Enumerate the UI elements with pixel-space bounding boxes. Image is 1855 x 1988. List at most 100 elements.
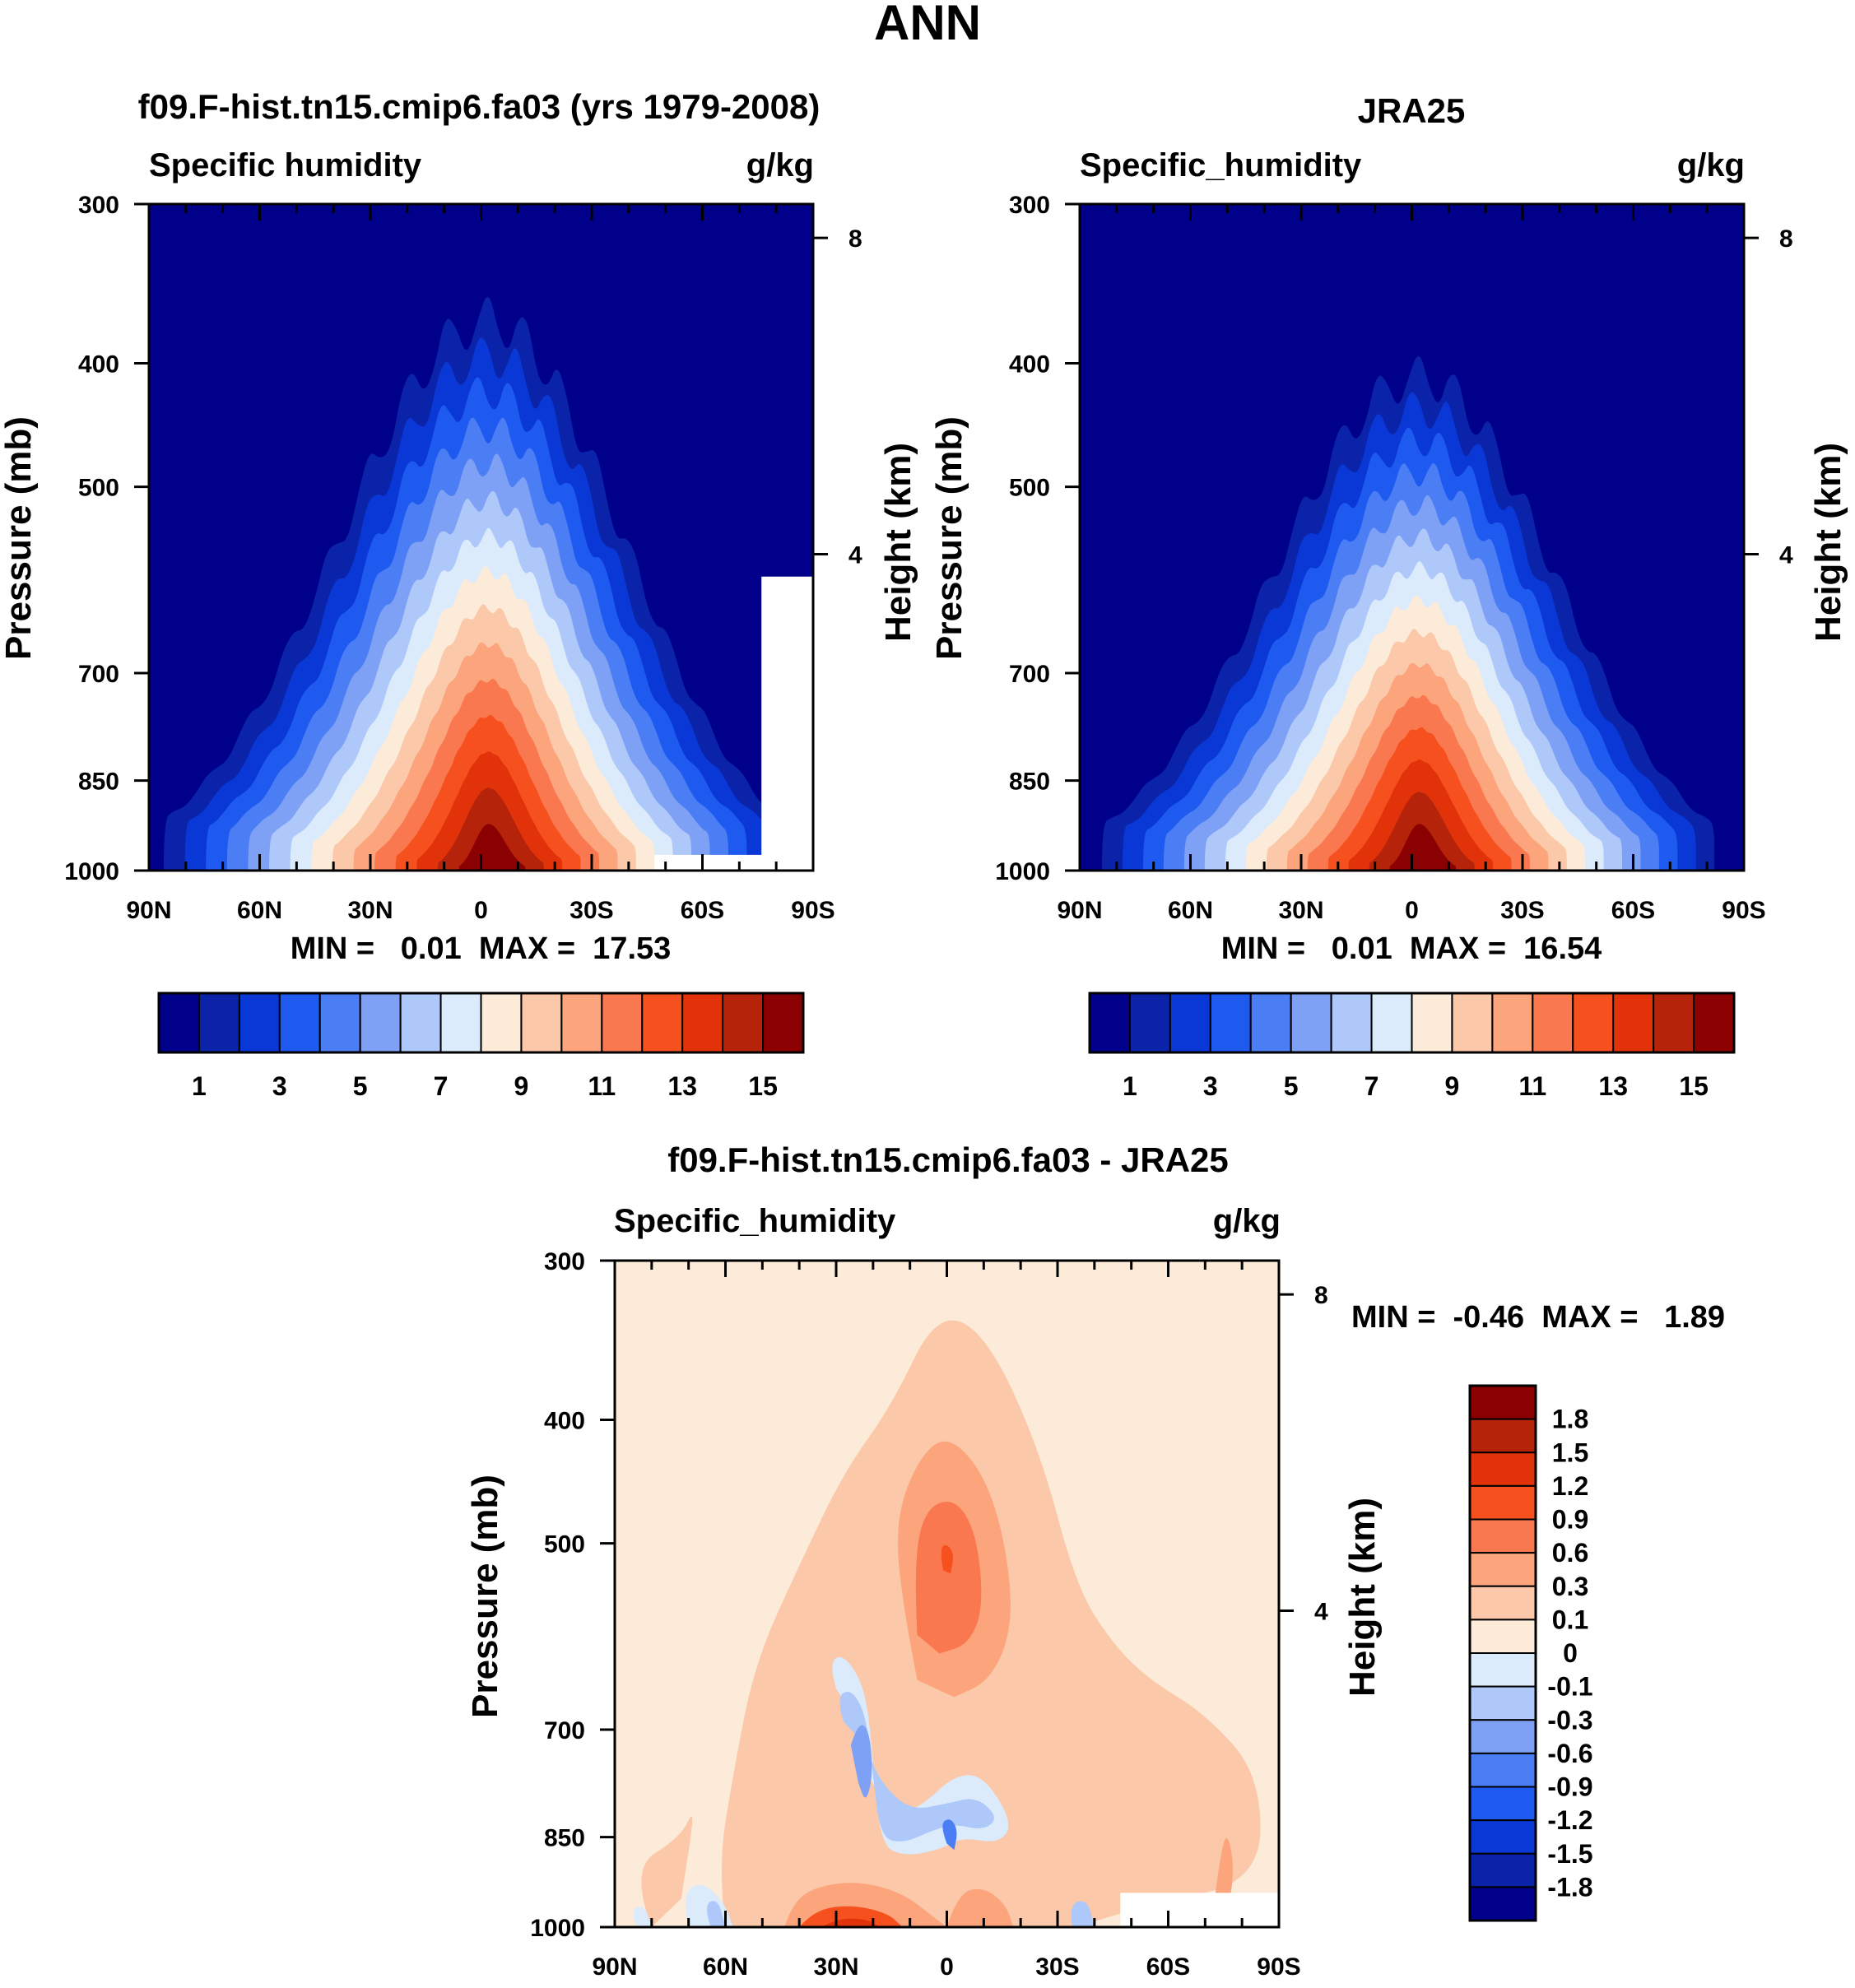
panel-model-title: f09.F-hist.tn15.cmip6.fa03 (yrs 1979-200… [138,87,821,126]
y-tick-label: 400 [78,351,119,379]
colorbar-swatch [399,992,442,1053]
x-tick-label: 30S [570,897,613,924]
panel-model-stats: MIN = 0.01 MAX = 17.53 [291,931,672,966]
colorbar-swatch [1469,1385,1537,1420]
panel-diff-ylabel-right: Height (km) [1342,1498,1383,1697]
missing-data-region [1120,1893,1279,1927]
x-tick-label: 60S [1146,1953,1190,1981]
colorbar-label: -0.9 [1547,1772,1592,1802]
colorbar-swatch [560,992,603,1053]
colorbar-swatch [722,992,765,1053]
x-tick-label: 90S [1257,1953,1300,1981]
panel-model-ylabel-right: Height (km) [878,443,918,642]
y-right-tick-label: 4 [1779,542,1793,569]
colorbar-label: 0.3 [1552,1572,1588,1601]
colorbar-swatch [1209,992,1252,1053]
x-tick-label: 90N [126,897,171,924]
panel-diff-variable-label: Specific_humidity [614,1203,896,1239]
x-tick-label: 90S [1722,897,1765,924]
colorbar-label: 7 [1365,1071,1379,1101]
x-tick-label: 60S [681,897,724,924]
y-tick-label: 850 [78,769,119,796]
panel-diff-colorbar: 1.81.51.20.90.60.30.10-0.1-0.3-0.6-0.9-1… [1468,1384,1593,1922]
main-title: ANN [874,0,981,50]
x-tick-label: 60S [1611,897,1655,924]
colorbar-label: -1.2 [1547,1805,1592,1835]
panel-model-ylabel: Pressure (mb) [0,416,39,660]
colorbar-swatch [1330,992,1373,1053]
colorbar-swatch [1469,1585,1537,1621]
y-tick-label: 700 [1009,661,1050,688]
colorbar-label: 9 [514,1071,529,1101]
colorbar-swatch [158,992,200,1053]
y-right-tick-label: 4 [1314,1599,1328,1626]
colorbar-label: 3 [272,1071,287,1101]
x-tick-label: 0 [940,1953,954,1981]
panel-diff-units-label: g/kg [1213,1203,1281,1239]
x-tick-label: 30N [813,1953,858,1981]
colorbar-swatch [359,992,402,1053]
contour-band-15 [1389,824,1457,871]
missing-data-region [761,576,813,871]
colorbar-label: -0.1 [1547,1672,1592,1702]
y-tick-label: 1000 [995,858,1050,885]
x-tick-label: 90N [592,1953,637,1981]
colorbar-label: 0 [1563,1638,1578,1668]
colorbar-swatch [1469,1752,1537,1788]
colorbar-swatch [1469,1484,1537,1521]
panel-obs: JRA25 Specific_humidity g/kg 90N 60N 30N 0 3… [929,91,1848,1101]
colorbar-label: 5 [1284,1071,1299,1101]
colorbar-label: 13 [667,1071,697,1101]
y-tick-label: 500 [1009,475,1050,502]
colorbar-label: 15 [1679,1071,1709,1101]
contour-band-neg-0.3-0.1 [839,1692,994,1842]
x-tick-label: 30S [1035,1953,1079,1981]
panel-obs-title: JRA25 [1358,91,1466,130]
y-right-tick-label: 8 [1779,225,1793,253]
colorbar-label: 1.2 [1552,1471,1588,1501]
y-tick-label: 850 [1009,769,1050,796]
colorbar-swatch [1693,992,1735,1053]
colorbar-frame [1468,1384,1537,1922]
panel-diff: f09.F-hist.tn15.cmip6.fa03 - JRA25 Speci… [465,1140,1725,1981]
y-right-tick-label: 4 [848,542,862,569]
colorbar-swatch [1612,992,1655,1053]
colorbar-label: 11 [1518,1071,1546,1101]
contour-band-0.3-0.6 [946,1888,1014,1927]
colorbar-swatch [278,992,321,1053]
colorbar-label: 11 [588,1071,616,1101]
y-tick-label: 400 [544,1408,585,1435]
colorbar-swatch [1469,1418,1537,1454]
contour-band-neg-0.6-0.3 [850,1725,872,1798]
colorbar-swatch [1491,992,1534,1053]
colorbar-label: -0.6 [1547,1739,1592,1768]
panel-obs-ylabel: Pressure (mb) [929,416,969,660]
colorbar-label: 1 [192,1071,207,1101]
colorbar-swatch [1169,992,1211,1053]
colorbar-label: 0.6 [1552,1538,1588,1568]
colorbar-label: 1.8 [1552,1405,1588,1434]
colorbar-swatch [1572,992,1615,1053]
x-tick-label: 30N [1278,897,1323,924]
x-tick-label: 0 [474,897,488,924]
colorbar-frame [1088,992,1736,1054]
contour-band-0.6-0.9 [915,1501,982,1654]
colorbar-frame [157,992,805,1054]
colorbar-label: 0.1 [1552,1605,1588,1634]
contour-band-15 [458,824,526,871]
colorbar-swatch [1469,1852,1537,1888]
colorbar-swatch [1469,1719,1537,1754]
colorbar-swatch [1469,1685,1537,1721]
contour-band-neg-0.9-0.6 [942,1819,957,1851]
colorbar-label: -0.3 [1547,1705,1592,1735]
colorbar-swatch [1469,1518,1537,1554]
colorbar-swatch [762,992,804,1053]
colorbar-swatch [1411,992,1453,1053]
contour-band-0.9-1.2 [941,1544,953,1574]
x-tick-label: 60N [1168,897,1213,924]
colorbar-swatch [681,992,724,1053]
colorbar-label: 3 [1203,1071,1218,1101]
colorbar-swatch [1469,1452,1537,1487]
panel-obs-ylabel-right: Height (km) [1808,443,1848,642]
panel-model-colorbar: 1 3 5 7 9 11 13 15 [157,992,805,1101]
